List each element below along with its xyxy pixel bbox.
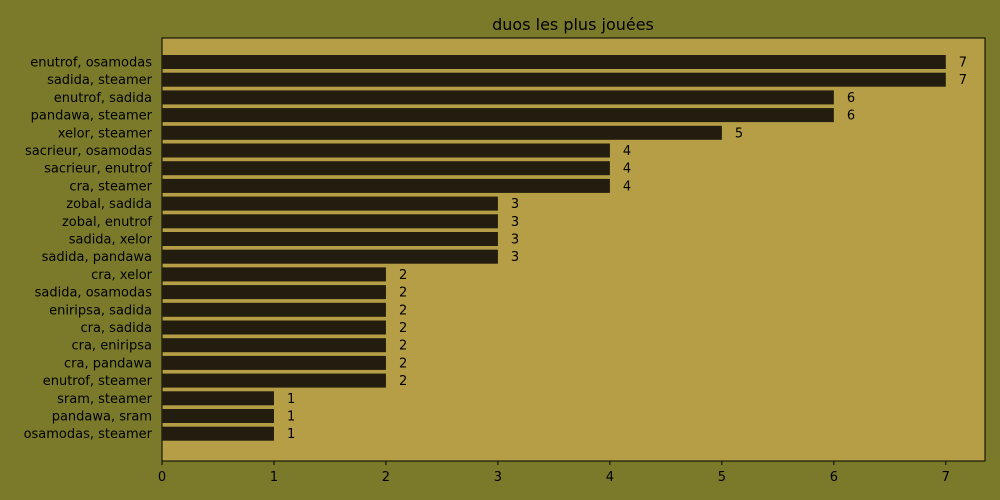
category-label: cra, steamer <box>69 179 152 194</box>
category-label: xelor, steamer <box>58 126 153 141</box>
bar <box>162 409 274 423</box>
x-tick-label: 2 <box>382 470 390 485</box>
value-label: 2 <box>399 374 407 389</box>
bar <box>162 373 386 388</box>
category-label: pandawa, steamer <box>31 109 153 124</box>
value-label: 6 <box>847 109 855 124</box>
category-label: sacrieur, enutrof <box>44 162 152 177</box>
bar <box>162 267 386 282</box>
value-label: 2 <box>399 268 407 283</box>
value-label: 7 <box>959 73 967 88</box>
bar <box>162 178 610 193</box>
value-label: 2 <box>399 339 407 354</box>
bar <box>162 355 386 370</box>
bar <box>162 161 610 176</box>
bar <box>162 391 274 406</box>
category-label: cra, sadida <box>80 321 152 336</box>
category-label: zobal, sadida <box>66 197 152 212</box>
x-tick-label: 3 <box>494 470 502 485</box>
x-tick-label: 4 <box>606 470 614 485</box>
x-tick-label: 7 <box>942 470 950 485</box>
bar <box>162 232 498 246</box>
value-label: 1 <box>287 410 295 425</box>
category-label: sram, steamer <box>57 392 153 407</box>
bar <box>162 90 834 105</box>
value-label: 4 <box>623 179 631 194</box>
value-label: 2 <box>399 356 407 371</box>
x-tick-label: 5 <box>718 470 726 485</box>
bar <box>162 143 610 158</box>
category-label: sadida, xelor <box>69 233 153 248</box>
x-tick-label: 0 <box>158 470 166 485</box>
bar <box>162 72 946 87</box>
value-label: 3 <box>511 233 519 248</box>
value-label: 3 <box>511 250 519 265</box>
bar <box>162 196 498 211</box>
category-labels: enutrof, osamodas sadida, steamer enutrof,… <box>24 56 153 443</box>
chart-title: duos les plus jouées <box>492 15 654 34</box>
category-label: enutrof, osamodas <box>30 56 152 71</box>
bar <box>162 214 498 229</box>
bar <box>162 125 722 140</box>
x-tick-label: 1 <box>270 470 278 485</box>
value-label: 2 <box>399 321 407 336</box>
bar <box>162 338 386 353</box>
value-label: 5 <box>735 126 743 141</box>
value-label: 1 <box>287 392 295 407</box>
value-label: 2 <box>399 286 407 301</box>
bar <box>162 249 498 264</box>
value-label: 1 <box>287 427 295 442</box>
bar <box>162 285 386 300</box>
category-label: cra, pandawa <box>64 356 152 371</box>
category-label: sacrieur, osamodas <box>25 144 152 159</box>
value-label: 4 <box>623 144 631 159</box>
category-label: cra, xelor <box>91 268 153 283</box>
bar <box>162 426 274 441</box>
category-label: sadida, osamodas <box>35 286 153 301</box>
value-label: 6 <box>847 91 855 106</box>
x-axis: 0 1 2 3 4 5 6 7 <box>158 461 950 485</box>
category-label: cra, eniripsa <box>71 339 152 354</box>
x-tick-label: 6 <box>830 470 838 485</box>
bars-group <box>162 55 946 441</box>
category-label: eniripsa, sadida <box>49 303 152 318</box>
bar <box>162 55 946 69</box>
value-label: 4 <box>623 162 631 177</box>
value-label: 3 <box>511 197 519 212</box>
value-label: 7 <box>959 56 967 71</box>
category-label: enutrof, steamer <box>43 374 153 389</box>
value-label: 3 <box>511 215 519 230</box>
value-labels: 7 7 6 6 5 4 4 4 3 3 3 3 2 2 2 2 2 2 2 1 1 1 <box>287 56 967 443</box>
category-label: osamodas, steamer <box>24 427 153 442</box>
category-label: sadida, steamer <box>47 73 153 88</box>
category-label: sadida, pandawa <box>42 250 152 265</box>
bar <box>162 320 386 335</box>
category-label: zobal, enutrof <box>62 215 152 230</box>
category-label: pandawa, sram <box>52 410 152 425</box>
bar <box>162 108 834 123</box>
bar <box>162 302 386 317</box>
value-label: 2 <box>399 303 407 318</box>
category-label: enutrof, sadida <box>54 91 152 106</box>
